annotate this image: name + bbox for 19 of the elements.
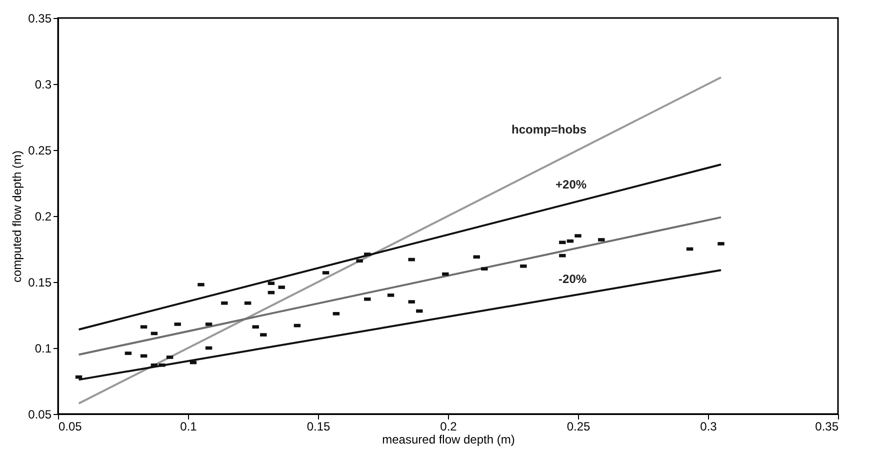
series-label: +20% <box>556 178 587 192</box>
y-tick-label: 0.35 <box>28 12 52 26</box>
series-label: -20% <box>558 272 587 286</box>
y-tick-label: 0.2 <box>34 210 52 224</box>
x-tick-label: 0.3 <box>700 420 718 434</box>
y-tick-label: 0.05 <box>28 408 52 422</box>
y-axis-title: computed flow depth (m) <box>10 150 24 283</box>
y-tick-label: 0.1 <box>34 342 52 356</box>
x-tick-label: 0.35 <box>815 420 839 434</box>
x-tick-label: 0.05 <box>58 420 82 434</box>
y-tick-label: 0.3 <box>34 78 52 92</box>
series-label: hcomp=hobs <box>512 122 587 137</box>
x-axis-title: measured flow depth (m) <box>382 432 515 446</box>
x-tick-label: 0.25 <box>566 420 590 434</box>
y-tick-label: 0.25 <box>28 144 52 158</box>
x-tick-label: 0.15 <box>306 420 330 434</box>
y-tick-label: 0.15 <box>28 276 52 290</box>
x-tick-label: 0.2 <box>440 420 458 434</box>
x-tick-label: 0.1 <box>180 420 198 434</box>
